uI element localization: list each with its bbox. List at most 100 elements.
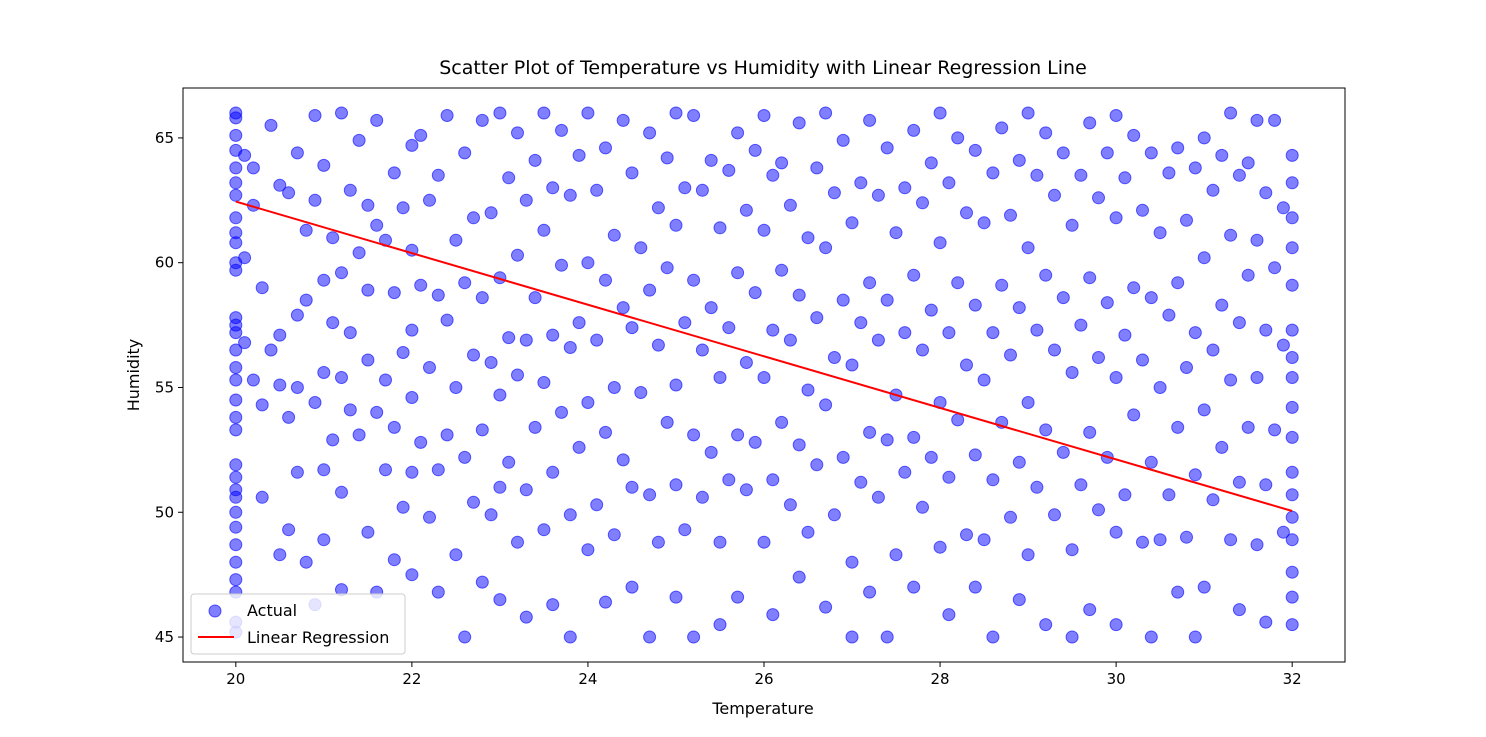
scatter-point: [739, 356, 753, 369]
scatter-point: [1039, 268, 1053, 282]
scatter-point: [335, 485, 348, 499]
scatter-point: [669, 378, 683, 392]
scatter-point: [766, 473, 780, 487]
scatter-point: [854, 176, 868, 190]
scatter-point: [889, 548, 903, 562]
scatter-point: [678, 181, 692, 195]
scatter-point: [1127, 408, 1141, 422]
scatter-point: [810, 458, 824, 472]
scatter-point: [475, 423, 489, 437]
scatter-point: [678, 523, 692, 537]
scatter-point: [748, 435, 762, 449]
scatter-point: [361, 353, 375, 367]
scatter-point: [229, 343, 243, 357]
scatter-point: [1285, 430, 1299, 444]
scatter-point: [511, 126, 524, 140]
scatter-point: [1004, 510, 1017, 524]
plot-area: [182, 87, 1346, 663]
scatter-point: [396, 201, 410, 215]
scatter-point: [687, 630, 701, 644]
scatter-point: [854, 316, 868, 330]
scatter-point: [1232, 316, 1246, 330]
scatter-point: [343, 183, 357, 197]
scatter-point: [423, 193, 436, 207]
scatter-point: [572, 316, 586, 330]
scatter-point: [1285, 148, 1299, 162]
scatter-point: [273, 178, 287, 192]
y-tick-label: 50: [155, 503, 174, 521]
scatter-point: [555, 405, 568, 419]
scatter-point: [933, 106, 947, 120]
scatter-point: [1144, 146, 1158, 160]
scatter-point: [370, 218, 384, 232]
scatter-point: [229, 373, 243, 387]
scatter-points: [229, 106, 1299, 644]
scatter-point: [229, 505, 243, 519]
scatter-point: [801, 525, 815, 539]
scatter-point: [1039, 126, 1053, 140]
scatter-point: [229, 490, 243, 504]
scatter-point: [907, 430, 921, 444]
scatter-point: [607, 381, 621, 394]
scatter-point: [731, 126, 745, 140]
legend-label-actual: Actual: [247, 601, 297, 620]
scatter-point: [1048, 508, 1061, 522]
y-tick-label: 55: [155, 378, 174, 396]
scatter-point: [387, 286, 401, 300]
scatter-point: [625, 480, 639, 494]
scatter-point: [1162, 488, 1176, 502]
scatter-point: [731, 266, 745, 280]
scatter-point: [819, 106, 833, 120]
scatter-point: [519, 333, 533, 347]
scatter-point: [1144, 630, 1158, 644]
scatter-point: [1259, 186, 1273, 200]
scatter-point: [951, 131, 965, 145]
scatter-point: [290, 308, 304, 322]
scatter-point: [1083, 603, 1097, 617]
scatter-point: [1180, 213, 1193, 227]
scatter-point: [722, 163, 736, 177]
scatter-point: [1136, 203, 1149, 217]
scatter-point: [563, 508, 577, 522]
scatter-point: [977, 216, 991, 230]
scatter-point: [1197, 580, 1211, 594]
scatter-point: [1188, 468, 1202, 482]
scatter-point: [986, 473, 1000, 487]
scatter-point: [731, 590, 745, 604]
scatter-point: [528, 291, 542, 305]
scatter-point: [317, 273, 331, 287]
scatter-point: [1004, 208, 1017, 222]
scatter-point: [1250, 371, 1264, 384]
scatter-point: [1030, 323, 1044, 337]
scatter-point: [960, 528, 973, 542]
scatter-point: [546, 328, 560, 342]
scatter-point: [1030, 168, 1044, 182]
scatter-point: [1224, 106, 1238, 120]
scatter-point: [431, 585, 445, 599]
scatter-point: [757, 109, 771, 122]
scatter-point: [326, 316, 340, 330]
scatter-point: [651, 201, 665, 215]
scatter-point: [1276, 201, 1290, 215]
scatter-point: [792, 288, 806, 302]
scatter-point: [1259, 615, 1273, 629]
scatter-point: [871, 333, 885, 347]
scatter-point: [933, 236, 947, 250]
scatter-point: [898, 465, 912, 479]
scatter-point: [1232, 603, 1246, 617]
legend-label-regression: Linear Regression: [247, 628, 389, 647]
scatter-point: [1241, 420, 1255, 434]
scatter-point: [1039, 618, 1053, 632]
x-tick-label: 26: [754, 670, 773, 688]
scatter-point: [951, 413, 965, 427]
scatter-point: [229, 111, 243, 125]
scatter-point: [537, 523, 551, 537]
scatter-point: [916, 500, 929, 514]
scatter-point: [924, 156, 938, 170]
scatter-point: [590, 183, 604, 197]
scatter-point: [942, 176, 956, 190]
scatter-point: [1100, 146, 1114, 160]
scatter-point: [449, 233, 463, 247]
scatter-point: [449, 548, 463, 562]
scatter-point: [1012, 593, 1026, 607]
